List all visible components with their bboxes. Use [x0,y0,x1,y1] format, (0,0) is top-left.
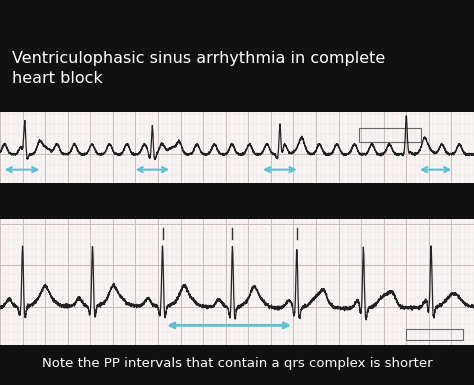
Text: Ventriculophasic sinus arrhythmia in complete
heart block: Ventriculophasic sinus arrhythmia in com… [12,51,385,86]
Text: Note the PP intervals that contain a qrs complex is shorter: Note the PP intervals that contain a qrs… [42,358,432,370]
